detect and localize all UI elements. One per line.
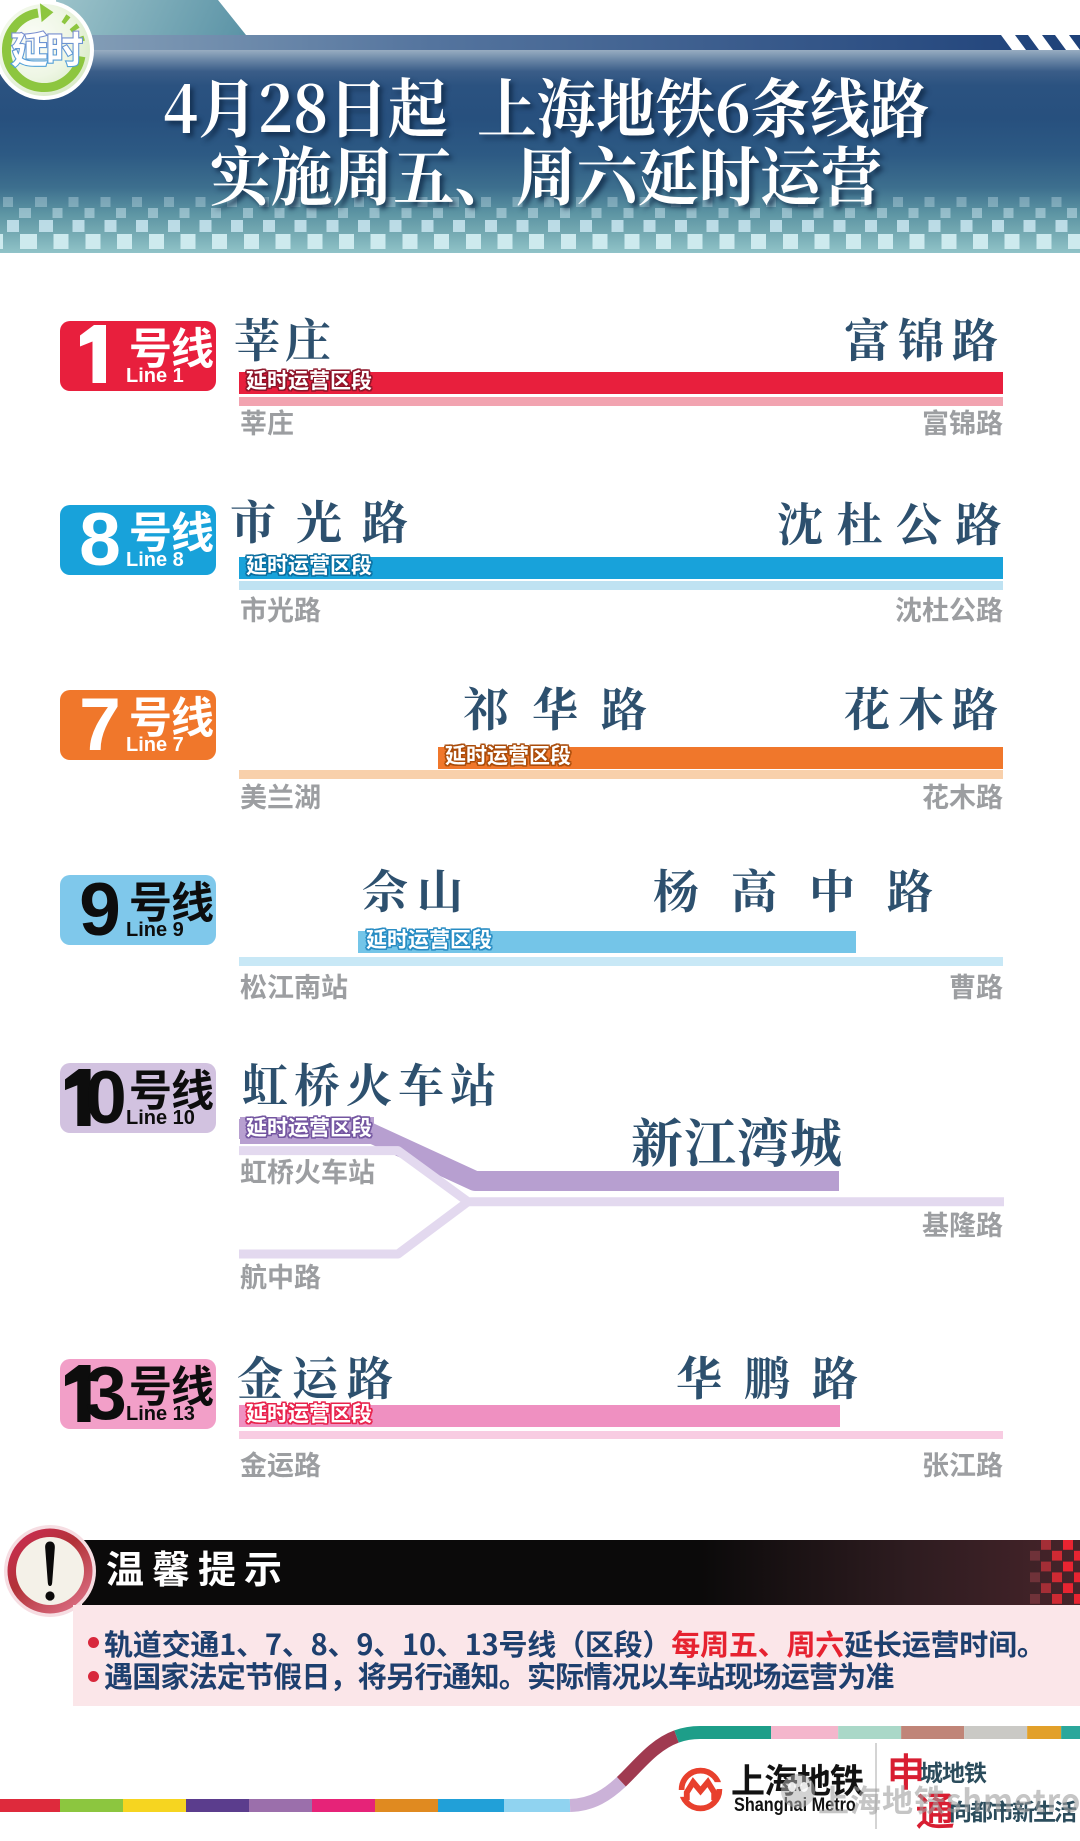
svg-text:延时: 延时 — [11, 20, 82, 74]
